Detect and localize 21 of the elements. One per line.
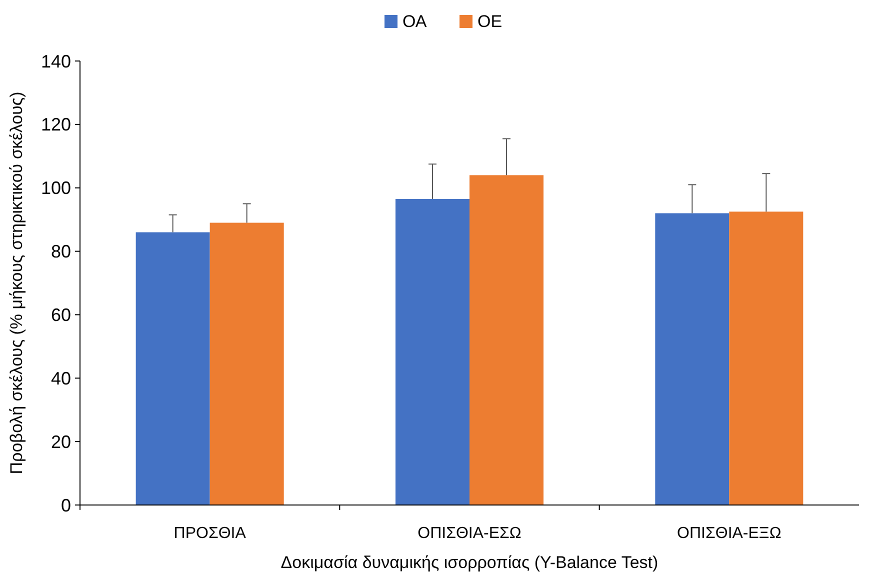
- y-tick-label: 20: [50, 432, 71, 452]
- y-tick-label: 140: [40, 51, 71, 72]
- y-tick-label: 80: [50, 242, 71, 262]
- y-tick-label: 0: [60, 495, 71, 516]
- legend-label: ΟΕ: [478, 12, 502, 31]
- bar: [655, 213, 730, 505]
- y-tick-label: 100: [40, 178, 71, 198]
- y-tick-label: 60: [50, 305, 71, 326]
- bar: [136, 232, 210, 505]
- x-axis-title: Δοκιμασία δυναμικής ισορροπίας (Y-Balance Test): [280, 553, 658, 572]
- x-tick-label: ΟΠΙΣΘΙΑ-ΕΞΩ: [677, 525, 782, 542]
- x-tick-label: ΟΠΙΣΘΙΑ-ΕΣΩ: [418, 525, 522, 542]
- legend-label: ΟΑ: [402, 12, 428, 31]
- y-tick-label: 40: [50, 368, 71, 388]
- bar: [210, 222, 284, 505]
- x-tick-label: ΠΡΟΣΘΙΑ: [174, 525, 246, 542]
- y-tick-label: 120: [40, 114, 71, 135]
- bar: [395, 198, 470, 505]
- bar: [470, 175, 544, 505]
- y-axis-title: Προβολή σκέλους (% μήκους στηρικτικού σκέλους): [7, 92, 26, 474]
- bar: [729, 212, 804, 505]
